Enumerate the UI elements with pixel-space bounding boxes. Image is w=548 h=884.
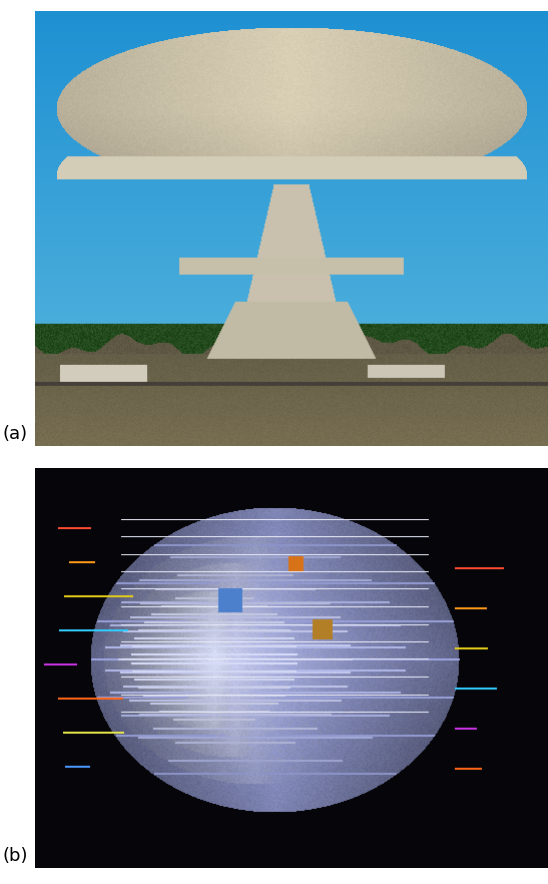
Text: (b): (b) [2, 847, 28, 865]
Text: (a): (a) [2, 425, 27, 443]
